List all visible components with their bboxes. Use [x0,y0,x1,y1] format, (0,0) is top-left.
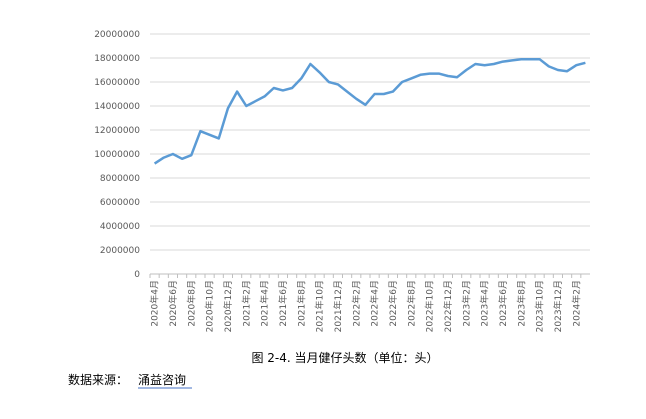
x-tick-label: 2023年8月 [515,280,527,327]
x-tick-label: 2020年10月 [204,280,216,332]
x-tick-label: 2022年10月 [424,280,436,332]
x-tick-label: 2023年2月 [460,280,472,327]
y-tick-label: 8000000 [100,174,140,184]
x-tick-label: 2020年12月 [222,280,234,332]
source-label: 数据来源： [68,372,128,387]
x-tick-label: 2021年12月 [332,280,344,332]
x-tick-label: 2020年6月 [167,280,179,327]
y-tick-label: 2000000 [100,246,140,256]
y-tick-label: 20000000 [94,30,140,40]
x-tick-label: 2021年8月 [295,280,307,327]
x-tick-label: 2021年10月 [314,280,326,332]
x-tick-label: 2022年4月 [369,280,381,327]
caption: 图 2-4. 当月健仔头数（单位：头） [251,350,438,365]
x-tick-label: 2021年6月 [277,280,289,327]
y-tick-label: 6000000 [100,198,140,208]
x-tick-label: 2020年4月 [149,280,161,327]
x-tick-label: 2022年12月 [442,280,454,332]
x-tick-label: 2023年10月 [534,280,546,332]
x-tick-label: 2020年8月 [185,280,197,327]
line [153,57,586,165]
y-tick-label: 14000000 [94,102,140,112]
x-tick-label: 2021年4月 [259,280,271,327]
source-name: 涌益咨询 [138,372,186,387]
y-tick-label: 0 [134,270,140,280]
x-tick-label: 2023年6月 [497,280,509,327]
x-tick-label: 2024年2月 [570,280,582,327]
x-tick-label: 2021年2月 [240,280,252,327]
x-tick-label: 2022年8月 [405,280,417,327]
y-tick-label: 18000000 [94,54,140,64]
y-tick-label: 10000000 [94,150,140,160]
x-tick-label: 2023年4月 [479,280,491,327]
y-tick-label: 12000000 [94,126,140,136]
x-tick-label: 2022年2月 [350,280,362,327]
y-tick-label: 16000000 [94,78,140,88]
x-tick-label: 2022年6月 [387,280,399,327]
y-tick-label: 4000000 [100,222,140,232]
x-tick-label: 2023年12月 [552,280,564,332]
